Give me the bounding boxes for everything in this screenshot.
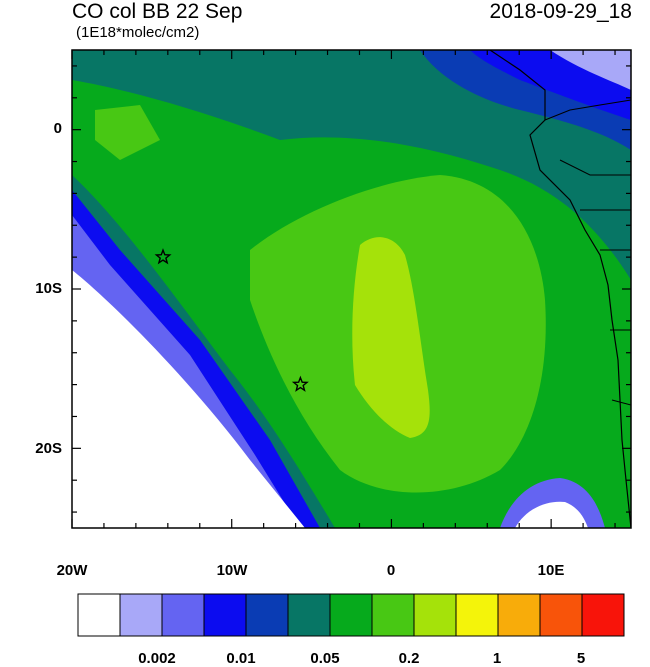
colorbar-swatch — [455, 593, 499, 637]
lat-tick-label: 10S — [35, 280, 62, 297]
lon-tick-label: 10W — [216, 562, 248, 579]
colorbar-swatch — [287, 593, 331, 637]
borders — [544, 99, 631, 406]
white-region — [72, 270, 305, 528]
se-white-blob — [515, 501, 588, 528]
colorbar — [77, 593, 625, 637]
map-datetime: 2018-09-29_18 — [489, 0, 632, 23]
colorbar-label: 5 — [576, 650, 586, 667]
colorbar-label: 0.002 — [138, 650, 176, 667]
colorbar-swatch — [539, 593, 583, 637]
lon-tick-label: 10E — [537, 562, 565, 579]
colorbar-swatch — [119, 593, 163, 637]
colorbar-swatch — [77, 593, 121, 637]
coastline — [489, 50, 631, 528]
map-markers — [154, 248, 309, 392]
colorbar-label: 0.2 — [398, 650, 420, 667]
lon-tick-label: 20W — [56, 562, 88, 579]
core-region — [352, 237, 430, 438]
lat-tick-label: 0 — [53, 120, 62, 137]
star-marker — [291, 375, 309, 392]
colorbar-swatch — [203, 593, 247, 637]
lon-tick-label: 0 — [386, 562, 396, 579]
colorbar-swatch — [161, 593, 205, 637]
colorbar-swatch — [413, 593, 457, 637]
colorbar-label: 0.01 — [226, 650, 256, 667]
north-light — [550, 50, 631, 90]
map-title: CO col BB 22 Sep — [72, 0, 243, 23]
axis-ticks — [71, 50, 631, 528]
map-units: (1E18*molec/cm2) — [76, 24, 200, 41]
colorbar-label: 1 — [492, 650, 502, 667]
colorbar-label: 0.05 — [310, 650, 340, 667]
colorbar-swatch — [581, 593, 625, 637]
star-marker — [154, 248, 172, 265]
colorbar-swatch — [329, 593, 373, 637]
colorbar-swatch — [371, 593, 415, 637]
light-green-patch — [95, 105, 160, 160]
co-field — [72, 50, 631, 528]
lat-tick-label: 20S — [35, 440, 62, 457]
colorbar-swatch — [245, 593, 289, 637]
colorbar-swatch — [497, 593, 541, 637]
